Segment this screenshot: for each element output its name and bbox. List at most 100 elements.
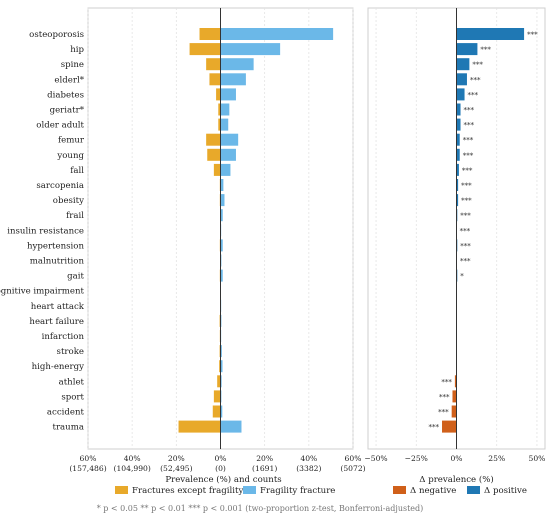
right-tick-label: −25% [405, 454, 428, 463]
category-label: insulin resistance [7, 226, 84, 236]
significance-marker: *** [472, 61, 483, 69]
bar-delta-prevalence [442, 420, 457, 433]
category-label: hypertension [27, 241, 84, 251]
category-label: cognitive impairment [0, 287, 85, 297]
category-label: elderl* [54, 75, 84, 85]
footnote: * p < 0.05 ** p < 0.01 *** p < 0.001 (tw… [97, 504, 424, 513]
bar-delta-prevalence [456, 133, 460, 146]
bar-fragility-fracture [220, 148, 236, 161]
bar-delta-prevalence [456, 103, 461, 116]
bar-fragility-fracture [220, 405, 223, 418]
category-labels: osteoporosis hip spine elderl* diabetes geria… [0, 30, 85, 433]
left-tick-count: (5072) [340, 464, 365, 473]
category-label: older adult [36, 121, 84, 131]
left-tick-label: 40% [124, 454, 141, 463]
bar-fragility-fracture [220, 163, 231, 176]
bar-fractures-except-fragility [189, 43, 221, 56]
category-label: sarcopenia [36, 181, 84, 191]
bar-delta-prevalence [456, 28, 525, 40]
category-label: geriatr* [50, 106, 85, 116]
category-label: heart attack [31, 302, 85, 312]
bar-fragility-fracture [220, 360, 223, 373]
legend-label: Δ positive [484, 486, 527, 496]
significance-marker: *** [464, 122, 475, 130]
left-tick-count: (52,495) [160, 464, 193, 473]
bar-delta-prevalence [456, 194, 459, 207]
left-tick-label: 40% [300, 454, 317, 463]
bar-delta-prevalence [451, 405, 457, 418]
bar-delta-prevalence [456, 179, 459, 191]
bar-fragility-fracture [220, 269, 223, 282]
category-label: spine [61, 60, 84, 70]
bar-fragility-fracture [220, 239, 223, 252]
bar-fragility-fracture [220, 375, 222, 388]
significance-marker: *** [527, 31, 538, 39]
bar-fragility-fracture [220, 209, 223, 222]
significance-marker: *** [441, 378, 452, 386]
category-label: sport [61, 392, 84, 402]
right-tick-label: 50% [529, 454, 546, 463]
bar-fractures-except-fragility [218, 103, 221, 116]
bar-delta-prevalence [456, 118, 461, 131]
legend-swatch [467, 486, 480, 494]
category-label: accident [47, 408, 85, 418]
bar-fragility-fracture [220, 194, 225, 207]
bar-fragility-fracture [220, 179, 224, 191]
bar-fractures-except-fragility [178, 420, 221, 433]
right-tick-label: 0% [450, 454, 462, 463]
category-label: athlet [59, 377, 85, 387]
left-tick-label: 60% [345, 454, 362, 463]
bar-fractures-except-fragility [213, 163, 221, 176]
bar-fractures-except-fragility [207, 148, 221, 161]
bar-fragility-fracture [220, 43, 281, 56]
category-label: gait [67, 272, 84, 282]
significance-marker: *** [439, 393, 450, 401]
bar-fragility-fracture [220, 88, 236, 101]
category-label: diabetes [47, 90, 84, 100]
category-label: hip [70, 45, 84, 55]
significance-marker: *** [463, 152, 474, 160]
left-tick-label: 60% [80, 454, 97, 463]
left-tick-label: 20% [168, 454, 185, 463]
right-tick-label: 25% [488, 454, 505, 463]
significance-marker: *** [461, 182, 472, 190]
bar-fragility-fracture [220, 420, 242, 433]
category-label: stroke [57, 347, 84, 357]
category-label: femur [58, 136, 85, 146]
bar-fragility-fracture [220, 345, 222, 358]
bar-fractures-except-fragility [213, 390, 221, 403]
legend-label: Fragility fracture [260, 486, 335, 496]
legend-swatch [393, 486, 406, 494]
left-tick-label: 20% [256, 454, 273, 463]
legend-swatch [115, 486, 128, 494]
legend-label: Δ negative [410, 486, 456, 496]
left-tick-count: (0) [215, 464, 226, 473]
significance-marker: *** [480, 46, 491, 54]
category-label: osteoporosis [29, 30, 84, 40]
category-label: obesity [53, 196, 84, 206]
legend-label: Fractures except fragility [132, 486, 243, 496]
bar-delta-prevalence [456, 148, 460, 161]
significance-marker: *** [438, 409, 449, 417]
legend-swatch [243, 486, 256, 494]
bar-fractures-except-fragility [217, 375, 221, 388]
significance-marker: *** [461, 197, 472, 205]
category-label: malnutrition [30, 257, 85, 267]
legend: Fractures except fragility Fragility frac… [115, 486, 527, 496]
category-label: fall [70, 166, 84, 176]
significance-marker: *** [470, 76, 481, 84]
bar-delta-prevalence [454, 375, 457, 388]
category-label: young [56, 151, 84, 161]
right-panel: −50% −25% 0% 25% 50%************************… [364, 7, 546, 485]
bar-delta-prevalence [452, 390, 457, 403]
bar-fractures-except-fragility [216, 88, 221, 101]
bar-fractures-except-fragility [206, 133, 221, 146]
left-tick-count: (104,990) [114, 464, 151, 473]
bar-delta-prevalence [456, 73, 467, 86]
significance-marker: *** [463, 137, 474, 145]
bar-fractures-except-fragility [218, 118, 221, 131]
significance-marker: *** [460, 212, 471, 220]
bar-fractures-except-fragility [209, 73, 221, 86]
bar-fragility-fracture [220, 28, 334, 40]
